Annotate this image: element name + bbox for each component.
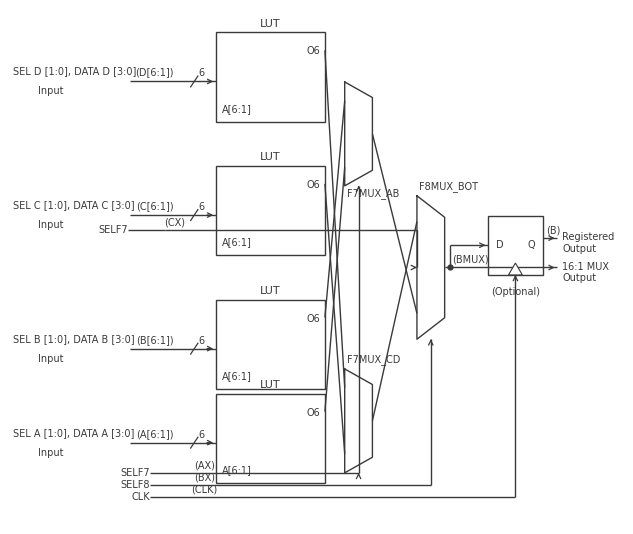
Text: (B[6:1]): (B[6:1]) — [136, 335, 173, 344]
Bar — [216, 33, 325, 122]
Text: (Optional): (Optional) — [491, 287, 540, 297]
Text: 6: 6 — [198, 430, 204, 439]
Text: A[6:1]: A[6:1] — [222, 104, 252, 114]
Text: SEL D [1:0], DATA D [3:0]: SEL D [1:0], DATA D [3:0] — [13, 67, 137, 76]
Bar — [488, 216, 542, 275]
Text: CLK: CLK — [131, 492, 150, 501]
Text: (BMUX): (BMUX) — [453, 255, 489, 264]
Text: (AX): (AX) — [194, 461, 215, 471]
Polygon shape — [508, 263, 522, 275]
Text: O6: O6 — [306, 180, 320, 190]
Text: (C[6:1]): (C[6:1]) — [136, 201, 173, 211]
Text: Input: Input — [38, 354, 63, 364]
Text: 6: 6 — [198, 336, 204, 345]
Text: 6: 6 — [198, 68, 204, 78]
Text: (CLK): (CLK) — [191, 485, 217, 494]
Text: LUT: LUT — [260, 152, 281, 162]
Text: F7MUX_AB: F7MUX_AB — [347, 188, 399, 199]
Text: A[6:1]: A[6:1] — [222, 371, 252, 381]
Bar — [216, 300, 325, 389]
Text: 16:1 MUX: 16:1 MUX — [562, 262, 610, 272]
Text: Input: Input — [38, 87, 63, 97]
Text: LUT: LUT — [260, 19, 281, 28]
Text: 6: 6 — [198, 202, 204, 212]
Text: SEL A [1:0], DATA A [3:0]: SEL A [1:0], DATA A [3:0] — [13, 428, 135, 438]
Text: Registered: Registered — [562, 232, 615, 242]
Text: SEL B [1:0], DATA B [3:0]: SEL B [1:0], DATA B [3:0] — [13, 334, 135, 344]
Text: D: D — [496, 240, 504, 250]
Text: Output: Output — [562, 273, 596, 284]
Text: (CX): (CX) — [164, 217, 185, 227]
Text: F7MUX_CD: F7MUX_CD — [347, 354, 400, 365]
Text: F8MUX_BOT: F8MUX_BOT — [419, 181, 478, 192]
Bar — [216, 394, 325, 483]
Text: (BX): (BX) — [194, 473, 215, 483]
Text: A[6:1]: A[6:1] — [222, 465, 252, 475]
Text: Input: Input — [38, 220, 63, 230]
Text: A[6:1]: A[6:1] — [222, 237, 252, 247]
Text: Output: Output — [562, 244, 596, 254]
Text: (A[6:1]): (A[6:1]) — [136, 429, 173, 439]
Text: O6: O6 — [306, 407, 320, 418]
Text: SELF7: SELF7 — [98, 225, 128, 235]
Text: (B): (B) — [546, 225, 561, 235]
Bar — [216, 166, 325, 255]
Text: LUT: LUT — [260, 286, 281, 296]
Text: SEL C [1:0], DATA C [3:0]: SEL C [1:0], DATA C [3:0] — [13, 200, 135, 210]
Text: Input: Input — [38, 447, 63, 458]
Text: SELF8: SELF8 — [120, 480, 150, 490]
Text: LUT: LUT — [260, 380, 281, 390]
Text: SELF7: SELF7 — [120, 468, 150, 478]
Text: O6: O6 — [306, 46, 320, 56]
Text: Q: Q — [527, 240, 535, 250]
Text: (D[6:1]): (D[6:1]) — [135, 67, 174, 77]
Text: O6: O6 — [306, 313, 320, 324]
